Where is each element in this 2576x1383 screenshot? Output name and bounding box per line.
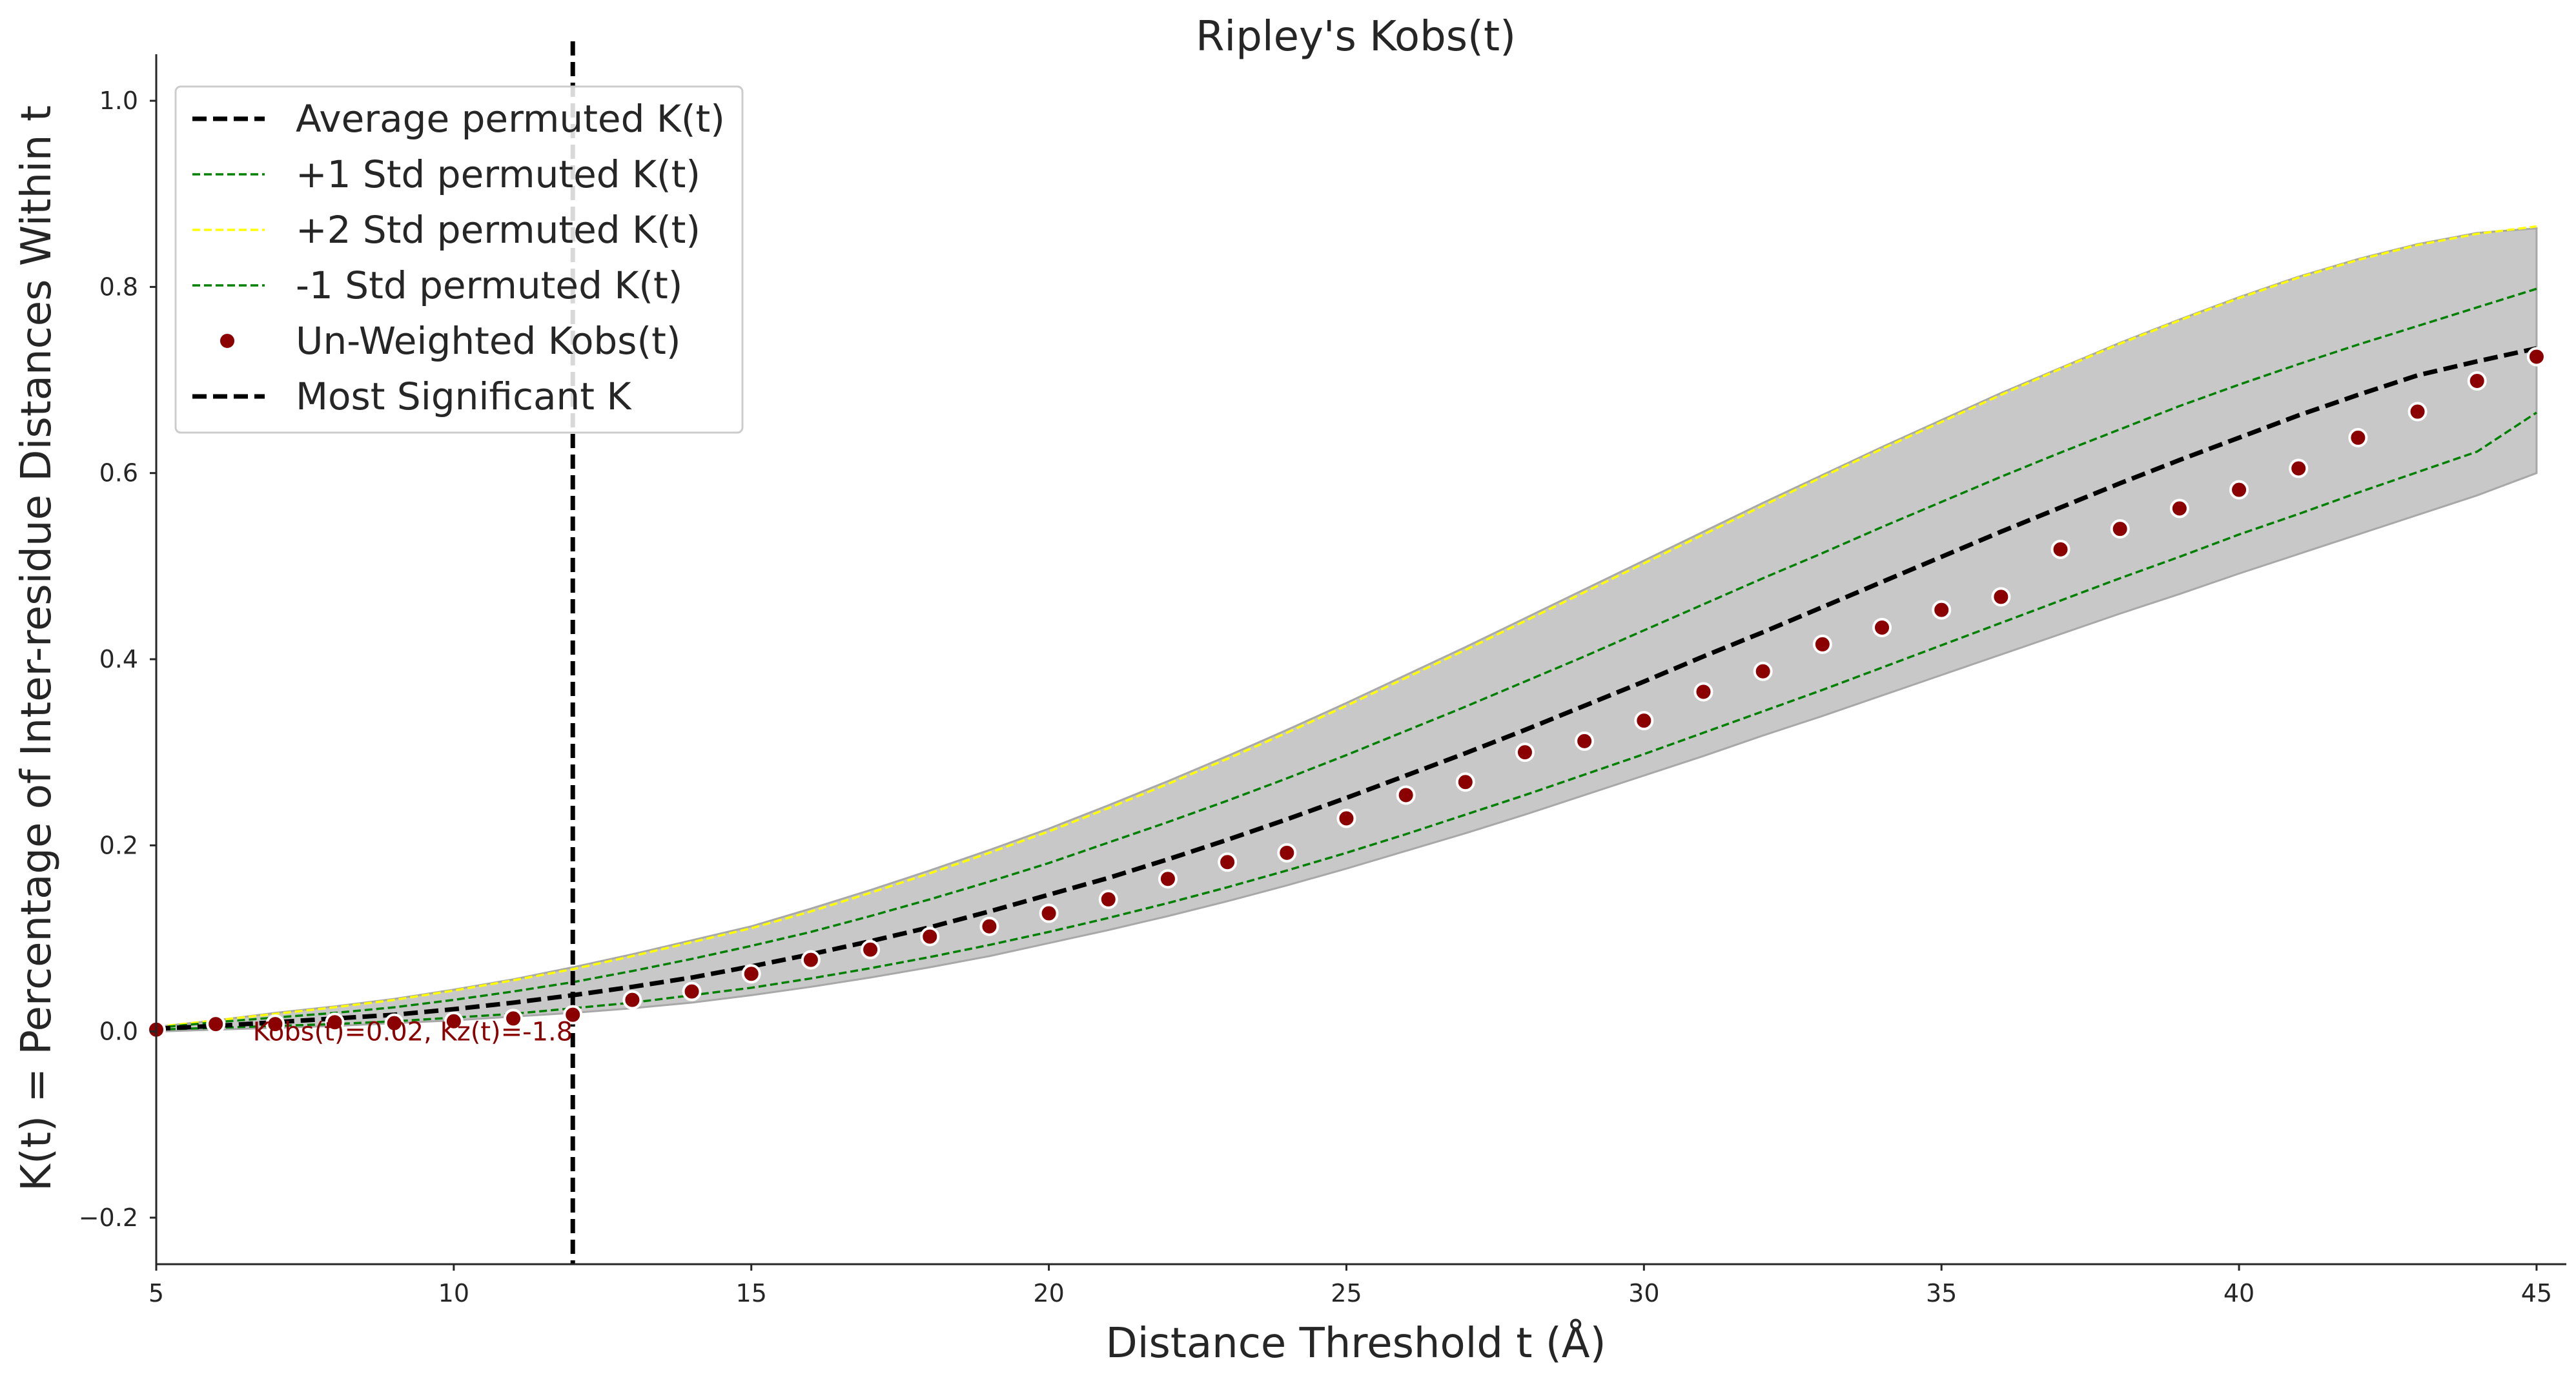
legend-label: Most Significant K xyxy=(296,374,632,418)
kobs-point xyxy=(920,927,940,947)
kobs-point xyxy=(206,1014,226,1034)
kobs-point xyxy=(1693,682,1713,702)
y-tick-label: 0.2 xyxy=(99,831,138,859)
kobs-point xyxy=(504,1009,524,1029)
y-axis-label: K(t) = Percentage of Inter-residue Dista… xyxy=(13,105,61,1191)
x-tick-label: 5 xyxy=(148,1279,164,1307)
kobs-point xyxy=(2467,371,2487,391)
kobs-point xyxy=(1158,869,1178,889)
std-band xyxy=(155,227,2538,1033)
kobs-point xyxy=(265,1014,285,1034)
kobs-point xyxy=(2526,347,2546,367)
legend-item-average-permuted-k-t: Average permuted K(t) xyxy=(192,97,725,141)
x-tick-label: 40 xyxy=(2223,1279,2254,1307)
kobs-point xyxy=(2169,498,2189,518)
kobs-point xyxy=(1039,903,1059,923)
y-tick-label: 0.8 xyxy=(99,272,138,301)
kobs-point xyxy=(801,950,821,970)
legend-entries: Average permuted K(t) +1 Std permuted K(t… xyxy=(192,97,725,418)
x-tick-label: 30 xyxy=(1628,1279,1659,1307)
kobs-point xyxy=(1634,711,1654,731)
kobs-point xyxy=(1812,634,1832,654)
series-line-1-std-permuted-k-t xyxy=(156,287,2537,1029)
kobs-point xyxy=(2110,519,2130,539)
kobs-point xyxy=(1575,731,1595,751)
legend-label: +1 Std permuted K(t) xyxy=(296,152,700,196)
kobs-point xyxy=(741,964,761,984)
kobs-point xyxy=(1396,785,1416,805)
kobs-point xyxy=(384,1013,404,1033)
legend-marker xyxy=(218,331,237,351)
x-tick-layer: 5 10 15 20 25 30 35 40 45 xyxy=(148,1264,2552,1307)
kobs-markers-layer xyxy=(147,347,2546,1040)
std-band-layer xyxy=(155,227,2538,1033)
legend-label: Un-Weighted Kobs(t) xyxy=(296,319,680,363)
kobs-point xyxy=(1336,808,1356,828)
kobs-point xyxy=(2348,427,2368,447)
kobs-point xyxy=(1455,772,1475,792)
series-lines-layer xyxy=(156,225,2537,1031)
x-tick-label: 15 xyxy=(736,1279,767,1307)
kobs-point xyxy=(1753,661,1773,681)
kobs-point xyxy=(2407,402,2428,422)
kobs-point xyxy=(622,990,642,1010)
legend-label: Average permuted K(t) xyxy=(296,97,725,141)
chart-title: Ripley's Kobs(t) xyxy=(1196,13,1516,61)
legend-item-1-std-permuted-k-t: -1 Std permuted K(t) xyxy=(192,263,682,307)
kobs-point xyxy=(2289,458,2309,478)
kobs-point xyxy=(979,916,999,936)
legend-item-2-std-permuted-k-t: +2 Std permuted K(t) xyxy=(192,208,700,252)
kobs-point xyxy=(325,1012,345,1032)
kobs-point xyxy=(861,939,881,959)
kobs-point xyxy=(1872,617,1892,637)
y-tick-label: 1.0 xyxy=(99,87,138,115)
series-line-2-std-permuted-k-t xyxy=(156,225,2537,1029)
kobs-point xyxy=(1098,889,1118,909)
x-tick-label: 20 xyxy=(1033,1279,1064,1307)
x-tick-label: 10 xyxy=(438,1279,469,1307)
legend-item-most-significant-k: Most Significant K xyxy=(192,374,632,418)
series-line-1-std-permuted-k-t xyxy=(156,411,2537,1031)
series-line-average-permuted-k-t xyxy=(156,346,2537,1031)
kobs-point xyxy=(682,981,702,1001)
y-tick-label: 0.6 xyxy=(99,459,138,487)
x-tick-label: 45 xyxy=(2521,1279,2552,1307)
legend-box xyxy=(174,85,744,434)
x-axis-label: Distance Threshold t (Å) xyxy=(1105,1318,1606,1368)
kobs-point xyxy=(1991,587,2011,607)
legend-label: +2 Std permuted K(t) xyxy=(296,208,700,252)
y-tick-label: 0.0 xyxy=(99,1018,138,1046)
x-tick-label: 25 xyxy=(1331,1279,1362,1307)
x-tick-label: 35 xyxy=(1926,1279,1957,1307)
kobs-point xyxy=(444,1011,464,1031)
kobs-point xyxy=(1277,843,1297,863)
kobs-point xyxy=(563,1005,583,1025)
kobs-point xyxy=(1515,743,1535,763)
annotation-layer: Kobs(t)=0.02, Kz(t)=-1.8 xyxy=(253,1018,573,1047)
legend-item-un-weighted-kobs-t: Un-Weighted Kobs(t) xyxy=(218,319,680,363)
kobs-point xyxy=(1932,600,1952,620)
y-tick-label: −0.2 xyxy=(79,1204,138,1232)
legend: Average permuted K(t) +1 Std permuted K(t… xyxy=(174,85,744,434)
legend-item-1-std-permuted-k-t: +1 Std permuted K(t) xyxy=(192,152,700,196)
kobs-point xyxy=(1218,852,1238,872)
annotation-label: Kobs(t)=0.02, Kz(t)=-1.8 xyxy=(253,1018,573,1047)
legend-label: -1 Std permuted K(t) xyxy=(296,263,682,307)
y-tick-layer: −0.2 0.0 0.2 0.4 0.6 0.8 1.0 xyxy=(79,87,156,1232)
y-tick-label: 0.4 xyxy=(99,645,138,673)
kobs-point xyxy=(2050,539,2070,559)
kobs-point xyxy=(2229,480,2249,500)
